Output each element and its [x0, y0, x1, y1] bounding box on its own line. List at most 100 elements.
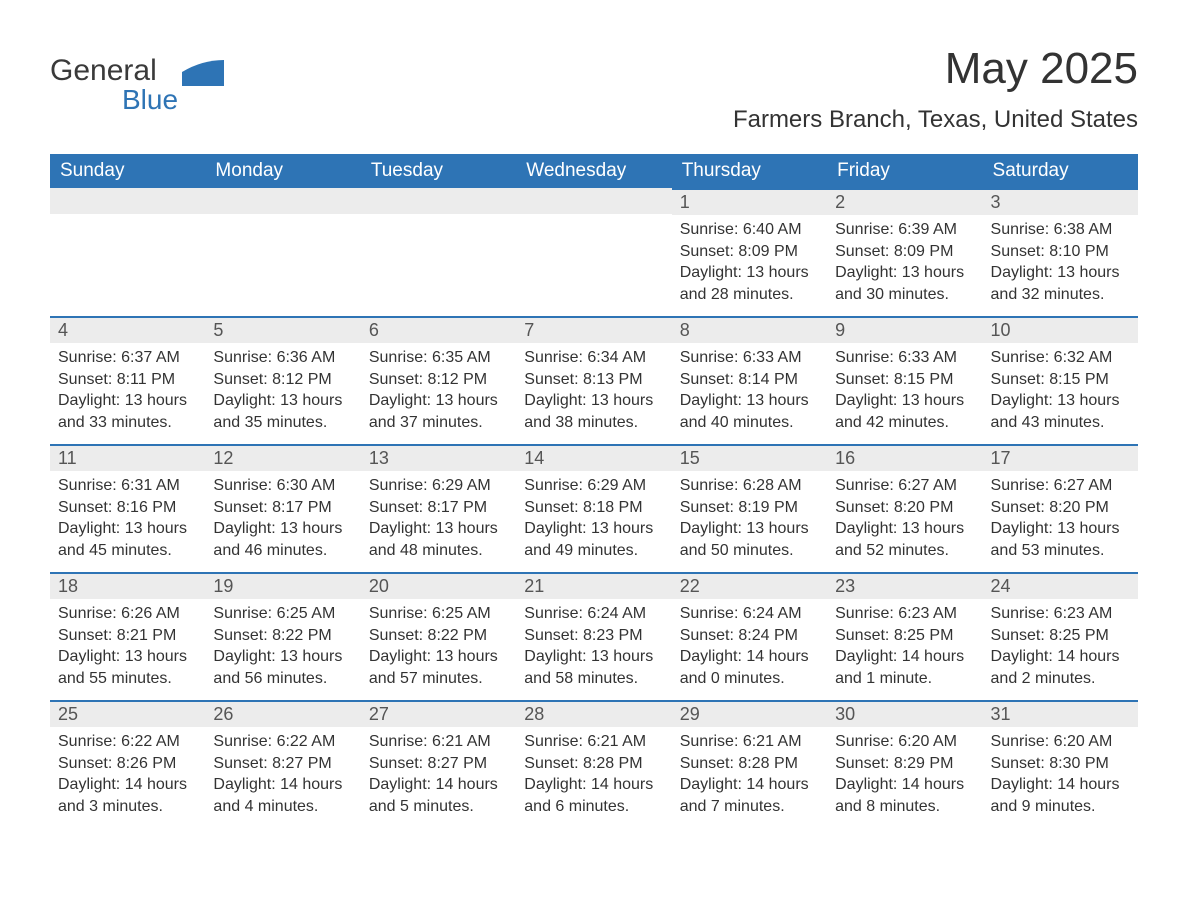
day-sunset: Sunset: 8:18 PM	[524, 497, 663, 519]
day-body: Sunrise: 6:25 AMSunset: 8:22 PMDaylight:…	[205, 599, 360, 695]
calendar-row: 11Sunrise: 6:31 AMSunset: 8:16 PMDayligh…	[50, 444, 1138, 572]
day-sunrise: Sunrise: 6:27 AM	[835, 475, 974, 497]
calendar-cell	[361, 188, 516, 316]
day-body: Sunrise: 6:20 AMSunset: 8:30 PMDaylight:…	[983, 727, 1138, 823]
empty-day-bar	[50, 188, 205, 214]
calendar-cell: 19Sunrise: 6:25 AMSunset: 8:22 PMDayligh…	[205, 572, 360, 700]
day-number: 29	[672, 700, 827, 727]
day-daylight: Daylight: 14 hours and 0 minutes.	[680, 646, 819, 689]
day-daylight: Daylight: 13 hours and 35 minutes.	[213, 390, 352, 433]
day-sunrise: Sunrise: 6:39 AM	[835, 219, 974, 241]
day-body: Sunrise: 6:21 AMSunset: 8:28 PMDaylight:…	[516, 727, 671, 823]
calendar-cell: 15Sunrise: 6:28 AMSunset: 8:19 PMDayligh…	[672, 444, 827, 572]
calendar-cell: 23Sunrise: 6:23 AMSunset: 8:25 PMDayligh…	[827, 572, 982, 700]
calendar-table: SundayMondayTuesdayWednesdayThursdayFrid…	[50, 154, 1138, 828]
day-sunset: Sunset: 8:15 PM	[991, 369, 1130, 391]
day-daylight: Daylight: 13 hours and 48 minutes.	[369, 518, 508, 561]
calendar-cell: 4Sunrise: 6:37 AMSunset: 8:11 PMDaylight…	[50, 316, 205, 444]
day-body: Sunrise: 6:38 AMSunset: 8:10 PMDaylight:…	[983, 215, 1138, 311]
day-sunset: Sunset: 8:20 PM	[991, 497, 1130, 519]
day-sunrise: Sunrise: 6:23 AM	[991, 603, 1130, 625]
day-body: Sunrise: 6:30 AMSunset: 8:17 PMDaylight:…	[205, 471, 360, 567]
calendar-cell: 12Sunrise: 6:30 AMSunset: 8:17 PMDayligh…	[205, 444, 360, 572]
day-sunset: Sunset: 8:17 PM	[369, 497, 508, 519]
calendar-cell: 31Sunrise: 6:20 AMSunset: 8:30 PMDayligh…	[983, 700, 1138, 828]
day-number: 3	[983, 188, 1138, 215]
day-sunset: Sunset: 8:24 PM	[680, 625, 819, 647]
day-sunrise: Sunrise: 6:26 AM	[58, 603, 197, 625]
day-number: 24	[983, 572, 1138, 599]
weekday-header: Wednesday	[516, 154, 671, 188]
day-sunrise: Sunrise: 6:35 AM	[369, 347, 508, 369]
day-body: Sunrise: 6:21 AMSunset: 8:27 PMDaylight:…	[361, 727, 516, 823]
logo-icon	[182, 60, 224, 86]
day-sunset: Sunset: 8:25 PM	[991, 625, 1130, 647]
day-sunset: Sunset: 8:28 PM	[524, 753, 663, 775]
day-number: 6	[361, 316, 516, 343]
day-sunset: Sunset: 8:30 PM	[991, 753, 1130, 775]
calendar-cell: 3Sunrise: 6:38 AMSunset: 8:10 PMDaylight…	[983, 188, 1138, 316]
day-daylight: Daylight: 13 hours and 57 minutes.	[369, 646, 508, 689]
day-sunset: Sunset: 8:22 PM	[369, 625, 508, 647]
month-title: May 2025	[733, 44, 1138, 94]
weekday-header: Thursday	[672, 154, 827, 188]
day-number: 2	[827, 188, 982, 215]
day-number: 10	[983, 316, 1138, 343]
calendar-cell: 17Sunrise: 6:27 AMSunset: 8:20 PMDayligh…	[983, 444, 1138, 572]
day-body: Sunrise: 6:33 AMSunset: 8:15 PMDaylight:…	[827, 343, 982, 439]
day-body: Sunrise: 6:34 AMSunset: 8:13 PMDaylight:…	[516, 343, 671, 439]
day-daylight: Daylight: 13 hours and 56 minutes.	[213, 646, 352, 689]
day-daylight: Daylight: 14 hours and 8 minutes.	[835, 774, 974, 817]
day-sunrise: Sunrise: 6:25 AM	[369, 603, 508, 625]
day-body: Sunrise: 6:39 AMSunset: 8:09 PMDaylight:…	[827, 215, 982, 311]
day-sunrise: Sunrise: 6:34 AM	[524, 347, 663, 369]
empty-day-bar	[205, 188, 360, 214]
day-number: 27	[361, 700, 516, 727]
calendar-cell: 27Sunrise: 6:21 AMSunset: 8:27 PMDayligh…	[361, 700, 516, 828]
day-number: 20	[361, 572, 516, 599]
day-daylight: Daylight: 14 hours and 3 minutes.	[58, 774, 197, 817]
day-body: Sunrise: 6:29 AMSunset: 8:18 PMDaylight:…	[516, 471, 671, 567]
day-daylight: Daylight: 13 hours and 38 minutes.	[524, 390, 663, 433]
day-body: Sunrise: 6:27 AMSunset: 8:20 PMDaylight:…	[827, 471, 982, 567]
day-sunset: Sunset: 8:16 PM	[58, 497, 197, 519]
day-number: 18	[50, 572, 205, 599]
day-sunset: Sunset: 8:21 PM	[58, 625, 197, 647]
calendar-cell: 1Sunrise: 6:40 AMSunset: 8:09 PMDaylight…	[672, 188, 827, 316]
weekday-header: Saturday	[983, 154, 1138, 188]
weekday-header: Friday	[827, 154, 982, 188]
day-daylight: Daylight: 13 hours and 28 minutes.	[680, 262, 819, 305]
calendar-cell: 13Sunrise: 6:29 AMSunset: 8:17 PMDayligh…	[361, 444, 516, 572]
day-body: Sunrise: 6:36 AMSunset: 8:12 PMDaylight:…	[205, 343, 360, 439]
day-daylight: Daylight: 13 hours and 50 minutes.	[680, 518, 819, 561]
calendar-body: 1Sunrise: 6:40 AMSunset: 8:09 PMDaylight…	[50, 188, 1138, 828]
day-sunrise: Sunrise: 6:21 AM	[680, 731, 819, 753]
day-body: Sunrise: 6:22 AMSunset: 8:27 PMDaylight:…	[205, 727, 360, 823]
day-number: 15	[672, 444, 827, 471]
calendar-cell: 8Sunrise: 6:33 AMSunset: 8:14 PMDaylight…	[672, 316, 827, 444]
day-sunset: Sunset: 8:09 PM	[835, 241, 974, 263]
day-sunrise: Sunrise: 6:36 AM	[213, 347, 352, 369]
calendar-row: 18 Sunrise: 6:26 AMSunset: 8:21 PM Dayligh…	[50, 572, 1138, 700]
day-sunrise: Sunrise: 6:28 AM	[680, 475, 819, 497]
weekday-header: Sunday	[50, 154, 205, 188]
day-body: Sunrise: 6:29 AMSunset: 8:17 PMDaylight:…	[361, 471, 516, 567]
calendar-cell	[516, 188, 671, 316]
day-sunrise: Sunrise: 6:24 AM	[680, 603, 819, 625]
logo-sub: Blue	[122, 84, 178, 116]
day-sunrise: Sunrise: 6:21 AM	[524, 731, 663, 753]
day-daylight: Daylight: 14 hours and 4 minutes.	[213, 774, 352, 817]
day-number: 25	[50, 700, 205, 727]
day-sunrise: Sunrise: 6:32 AM	[991, 347, 1130, 369]
day-daylight: Daylight: 13 hours and 53 minutes.	[991, 518, 1130, 561]
calendar-cell: 5Sunrise: 6:36 AMSunset: 8:12 PMDaylight…	[205, 316, 360, 444]
day-sunrise: Sunrise: 6:33 AM	[835, 347, 974, 369]
day-body: Sunrise: 6:35 AMSunset: 8:12 PMDaylight:…	[361, 343, 516, 439]
calendar-cell: 6Sunrise: 6:35 AMSunset: 8:12 PMDaylight…	[361, 316, 516, 444]
day-body: Sunrise: 6:27 AMSunset: 8:20 PMDaylight:…	[983, 471, 1138, 567]
day-daylight: Daylight: 13 hours and 43 minutes.	[991, 390, 1130, 433]
day-sunset: Sunset: 8:27 PM	[213, 753, 352, 775]
day-sunset: Sunset: 8:25 PM	[835, 625, 974, 647]
day-sunrise: Sunrise: 6:37 AM	[58, 347, 197, 369]
day-number: 28	[516, 700, 671, 727]
